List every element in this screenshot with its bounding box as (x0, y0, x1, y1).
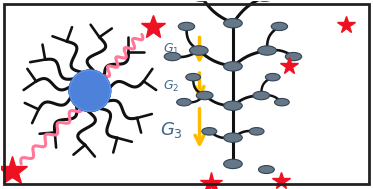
Circle shape (258, 166, 274, 174)
Circle shape (202, 128, 217, 135)
Circle shape (164, 53, 181, 61)
Circle shape (189, 46, 208, 55)
Circle shape (285, 53, 302, 61)
Circle shape (275, 98, 289, 106)
Ellipse shape (69, 70, 110, 111)
Circle shape (224, 159, 242, 169)
Circle shape (224, 19, 242, 28)
Circle shape (224, 62, 242, 71)
Text: $G_1$: $G_1$ (163, 42, 180, 57)
Circle shape (196, 91, 213, 100)
Ellipse shape (69, 70, 110, 111)
Circle shape (256, 0, 274, 1)
Circle shape (249, 128, 264, 135)
Circle shape (192, 0, 210, 1)
Circle shape (266, 74, 280, 81)
Circle shape (258, 46, 276, 55)
Ellipse shape (69, 70, 110, 111)
Circle shape (253, 91, 270, 100)
Circle shape (178, 22, 195, 31)
Text: $G_3$: $G_3$ (160, 120, 183, 140)
Circle shape (271, 22, 288, 31)
Circle shape (224, 101, 242, 110)
Text: $G_2$: $G_2$ (163, 78, 180, 94)
Circle shape (177, 98, 191, 106)
Ellipse shape (69, 70, 110, 111)
Circle shape (186, 74, 201, 81)
Circle shape (224, 133, 242, 142)
